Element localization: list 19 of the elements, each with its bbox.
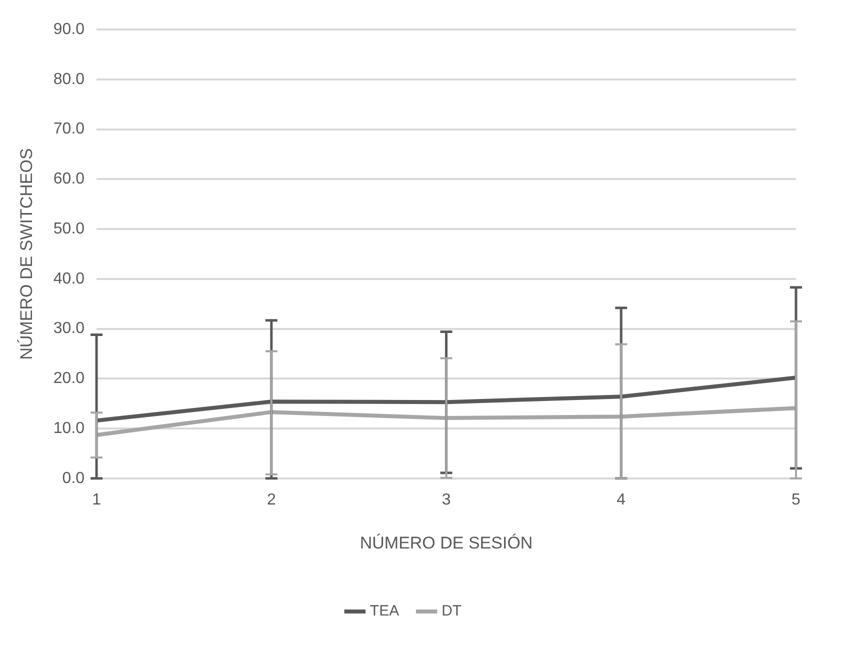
x-tick-label: 5 xyxy=(792,491,801,508)
y-tick-label: 40.0 xyxy=(53,270,85,288)
y-tick-label: 20.0 xyxy=(53,370,85,388)
y-tick-label: 70.0 xyxy=(53,120,85,138)
y-tick-label: 0.0 xyxy=(62,470,85,487)
y-axis-title: NÚMERO DE SWITCHEOS xyxy=(16,148,36,360)
y-tick-label: 60.0 xyxy=(53,170,85,188)
x-tick-label: 3 xyxy=(442,491,451,508)
x-tick-label: 1 xyxy=(92,491,102,508)
y-tick-label: 30.0 xyxy=(53,320,85,338)
y-tick-label: 80.0 xyxy=(53,70,85,88)
x-tick-label: 2 xyxy=(266,491,276,508)
y-tick-label: 90.0 xyxy=(53,21,85,38)
y-tick-label: 50.0 xyxy=(53,220,85,238)
legend-label: DT xyxy=(442,602,462,620)
x-tick-label: 4 xyxy=(616,491,626,508)
y-tick-label: 10.0 xyxy=(53,420,85,437)
x-axis-title: NÚMERO DE SESIÓN xyxy=(360,533,533,552)
legend-label: TEA xyxy=(370,602,400,620)
